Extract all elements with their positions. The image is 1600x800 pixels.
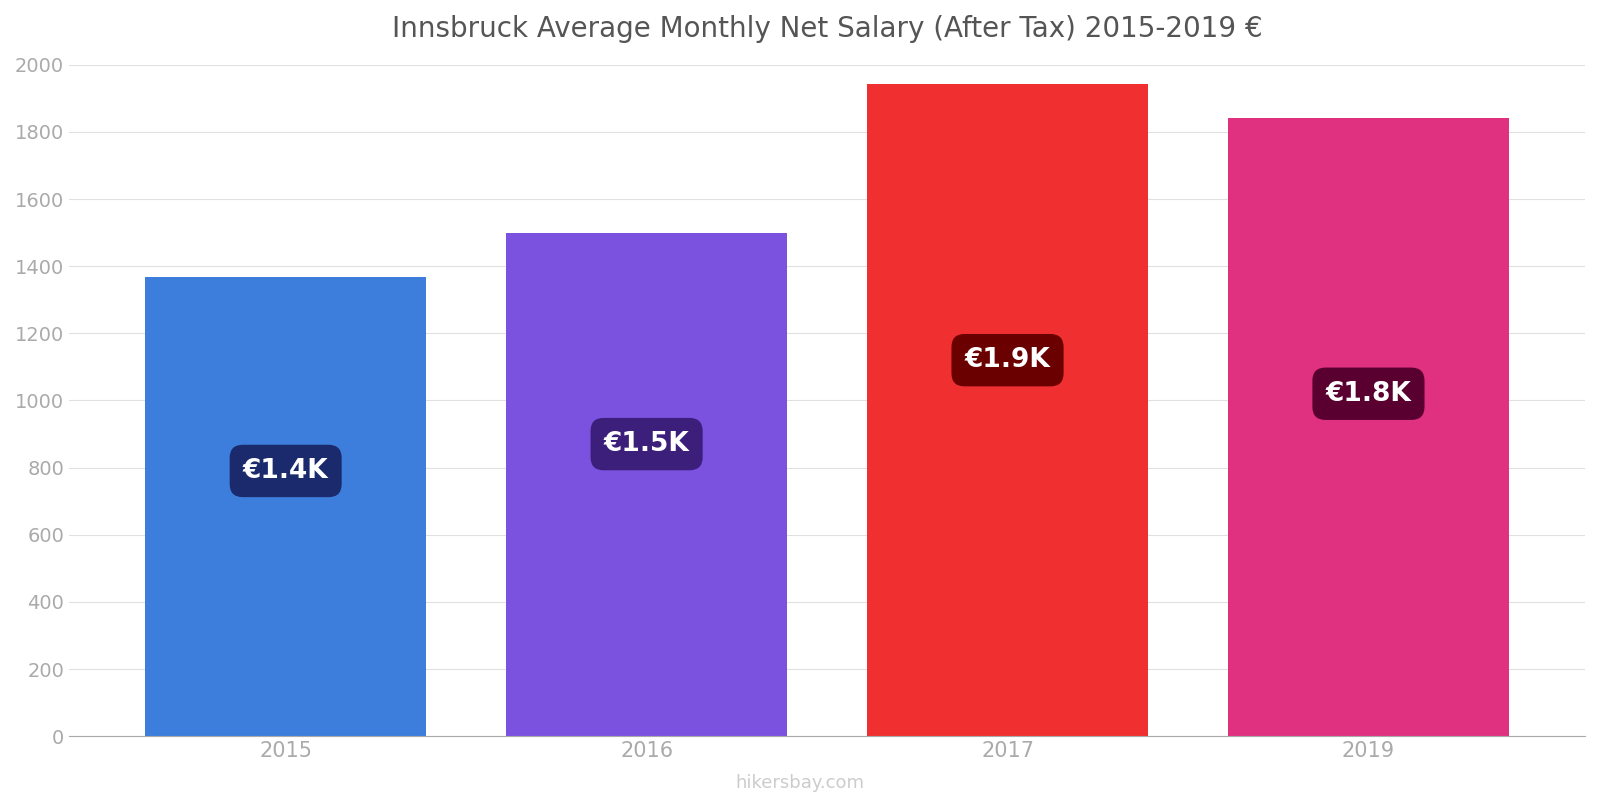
Title: Innsbruck Average Monthly Net Salary (After Tax) 2015-2019 €: Innsbruck Average Monthly Net Salary (Af… [392,15,1262,43]
Bar [146,277,427,736]
Text: hikersbay.com: hikersbay.com [736,774,864,792]
Text: €1.5K: €1.5K [603,431,690,457]
Text: €1.9K: €1.9K [965,347,1050,373]
Bar [506,233,787,736]
Bar [867,84,1149,736]
Text: €1.4K: €1.4K [243,458,328,484]
Bar [1227,118,1509,736]
Text: €1.8K: €1.8K [1325,381,1411,406]
